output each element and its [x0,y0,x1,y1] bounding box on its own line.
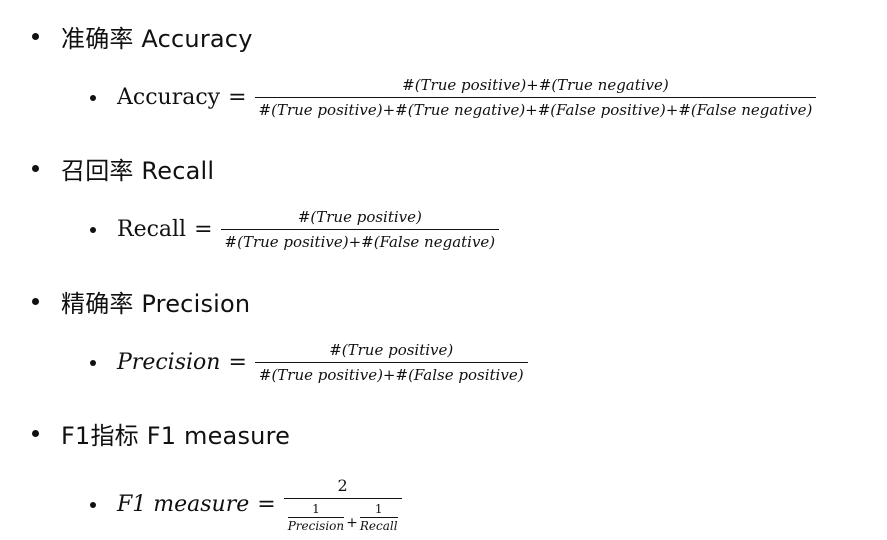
inner-fraction: 1 Recall [359,502,398,534]
fraction: #(True positive)+#(True negative) #(True… [254,76,817,120]
formula-lhs: Recall [117,217,187,243]
inner-fraction: 1 Precision [287,502,345,534]
formula-f1: F1 measure = 2 1 Precision + 1 Recall [90,476,402,533]
fraction: #(True positive) #(True positive)+#(Fals… [254,341,528,385]
heading-text: F1指标 F1 measure [61,421,291,450]
inner-fraction-bar [287,517,345,519]
heading-text: 召回率 Recall [61,156,215,185]
heading-f1: F1指标 F1 measure [32,416,290,450]
inner-denominator: Recall [359,519,398,534]
fraction: #(True positive) #(True positive)+#(Fals… [220,208,500,252]
numerator: #(True positive) [297,208,422,226]
inner-numerator: 1 [374,502,383,517]
denominator: 1 Precision + 1 Recall [284,499,402,533]
heading-accuracy: 准确率 Accuracy [32,19,253,53]
formula-lhs: F1 measure [117,492,250,518]
heading-recall: 召回率 Recall [32,151,214,185]
heading-text: 精确率 Precision [61,289,251,318]
bullet-icon [90,94,96,101]
heading-precision: 精确率 Precision [32,284,250,318]
equals-sign: = [194,217,213,243]
denominator: #(True positive)+#(False positive) [258,366,524,385]
formula-accuracy: Accuracy = #(True positive)+#(True negat… [90,76,817,120]
bullet-icon [32,429,39,437]
bullet-icon [32,32,39,40]
numerator: #(True positive) [329,341,454,359]
inner-fraction-bar [359,517,398,519]
fraction-bar [283,498,402,500]
bullet-icon [90,501,96,508]
formula-lhs: Accuracy [117,85,221,111]
formula-precision: Precision = #(True positive) #(True posi… [90,341,528,384]
plus-sign: + [346,514,358,531]
inner-numerator: 1 [312,502,320,517]
fraction: 2 1 Precision + 1 Recall [283,476,402,533]
equals-sign: = [257,492,276,518]
denominator: #(True positive)+#(False negative) [224,233,496,252]
fraction-bar [220,229,500,231]
heading-text: 准确率 Accuracy [61,24,253,53]
denominator: #(True positive)+#(True negative)+#(Fals… [258,101,813,120]
equals-sign: = [228,350,247,376]
fraction-bar [254,97,817,99]
bullet-icon [90,359,96,366]
bullet-icon [32,297,39,305]
fraction-bar [254,362,528,364]
bullet-icon [90,226,96,233]
bullet-icon [32,164,39,172]
inner-denominator: Precision [287,519,345,534]
numerator: 2 [337,476,348,495]
formula-lhs: Precision [117,350,221,376]
formula-recall: Recall = #(True positive) #(True positiv… [90,208,500,252]
numerator: #(True positive)+#(True negative) [402,76,669,94]
equals-sign: = [228,85,247,111]
